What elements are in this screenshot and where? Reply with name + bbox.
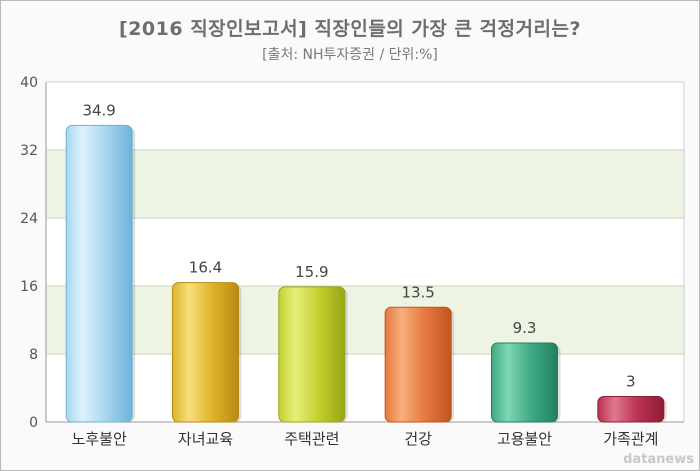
bars [65,124,667,423]
y-tick-label: 0 [29,415,38,431]
x-tick-label: 주택관련 [284,430,339,448]
y-tick-label: 16 [20,279,38,295]
watermark: datanews [623,452,694,467]
data-label: 13.5 [401,283,434,301]
axes [45,81,685,423]
y-tick-label: 24 [20,211,38,227]
plot-band [46,82,684,150]
data-label: 3 [626,373,636,391]
plot-band [46,354,684,422]
x-tick-label: 가족관계 [603,430,658,448]
y-tick-label: 8 [29,347,38,363]
x-tick-label: 건강 [404,430,432,448]
bar [597,396,665,423]
chart-title: [2016 직장인보고서] 직장인들의 가장 큰 걱정거리는? [119,18,581,40]
x-tick-label: 고용불안 [497,430,552,448]
bar [172,282,239,423]
data-label: 34.9 [82,101,115,119]
plot-bands [46,82,684,422]
x-tick-label: 자녀교육 [178,430,233,448]
plot-band [46,150,684,218]
data-label: 16.4 [189,259,222,277]
bar [65,124,133,423]
plot-band [46,286,684,354]
labels: 0 8 16 24 32 40 34.9 노후불안 16.4 자녀교육 15.9 주택관련 13.5 건강… [20,75,658,448]
x-tick-label: 노후불안 [72,430,127,448]
bar [384,306,452,423]
plot-band [46,218,684,286]
data-label: 9.3 [513,319,537,337]
y-tick-label: 32 [20,143,38,159]
bar [491,342,558,423]
chart-subtitle: [출처: NH투자증권 / 단위:%] [262,47,438,63]
bar [278,286,346,423]
y-tick-label: 40 [20,75,38,91]
data-label: 15.9 [295,263,328,281]
